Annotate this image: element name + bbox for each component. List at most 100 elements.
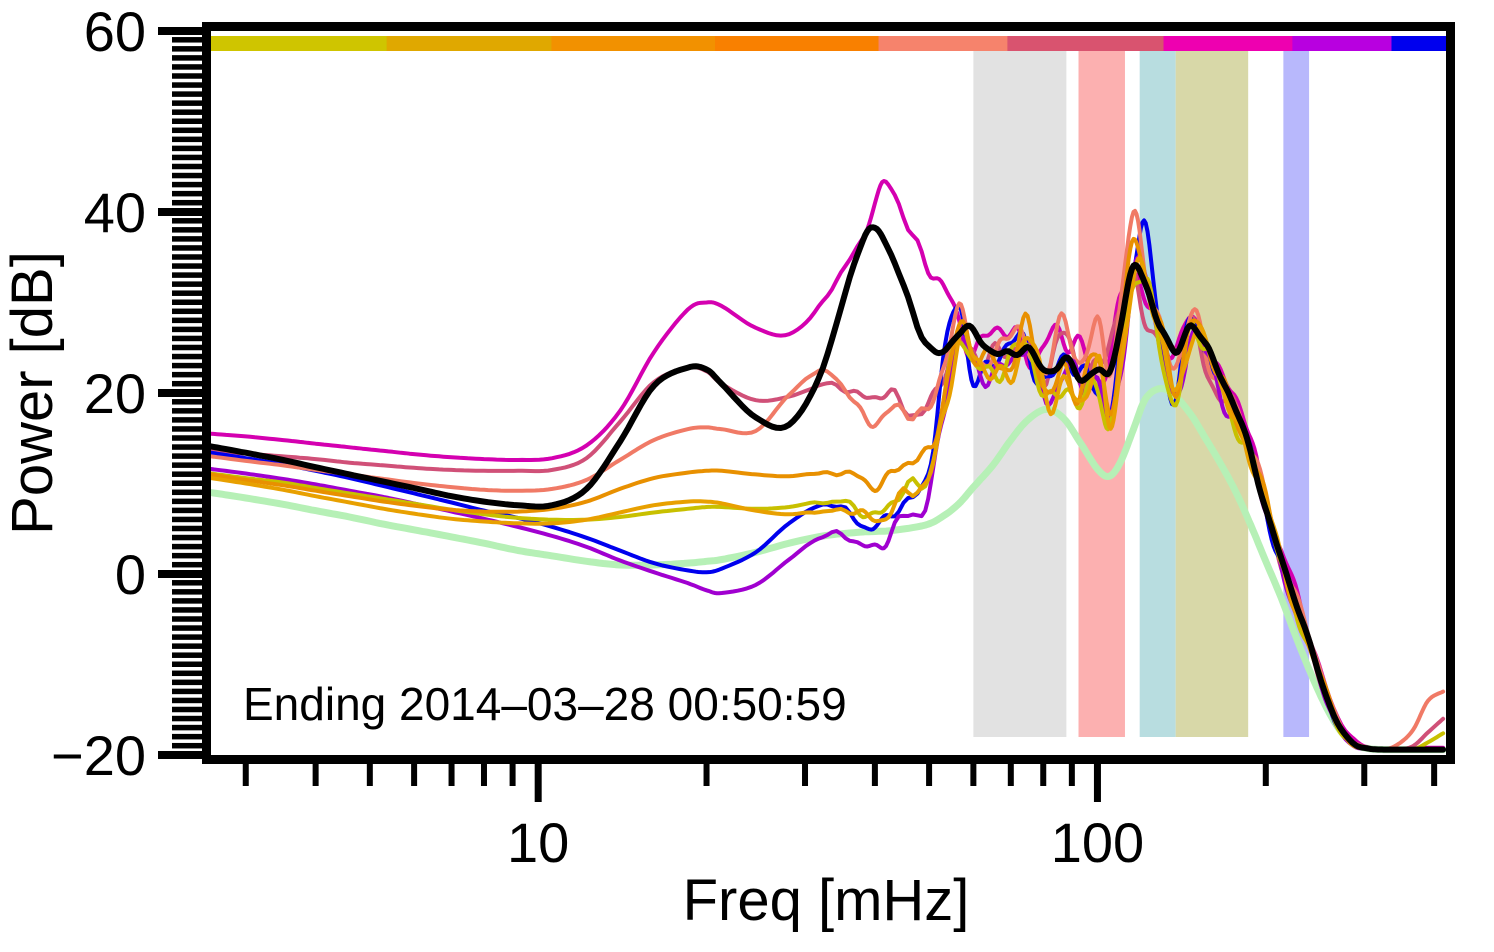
data-curves-group (211, 179, 1446, 754)
y-minor-tick (172, 580, 202, 586)
y-tick-label-20: 20 (84, 362, 146, 425)
y-minor-tick (172, 82, 202, 88)
y-minor-tick (172, 236, 202, 242)
y-minor-tick (172, 73, 202, 79)
y-minor-tick (172, 218, 202, 224)
x-minor-tick-9 (509, 764, 516, 786)
y-minor-tick (172, 344, 202, 351)
y-minor-tick (172, 190, 202, 197)
axis-ticks (158, 27, 1438, 802)
top-colorbar (207, 36, 1447, 51)
y-minor-tick (172, 118, 202, 124)
x-minor-tick-20 (703, 764, 710, 786)
colorbar-segment-0 (207, 36, 388, 51)
x-minor-tick-7 (448, 764, 455, 786)
y-minor-tick (172, 299, 202, 305)
y-minor-tick (172, 399, 202, 405)
y-minor-tick (172, 607, 202, 613)
x-minor-tick-6 (411, 764, 418, 786)
y-minor-tick (172, 670, 202, 677)
x-minor-tick-70 (1007, 764, 1014, 786)
y-minor-tick (172, 390, 202, 396)
colorbar-segment-6 (1163, 36, 1293, 51)
ending-timestamp-annotation: Ending 2014–03–28 00:50:59 (243, 678, 847, 730)
y-minor-tick (172, 245, 202, 251)
y-tick-label--20: −20 (51, 724, 146, 787)
y-minor-tick (172, 100, 202, 106)
y-minor-tick (172, 507, 202, 514)
y-minor-tick (172, 127, 202, 134)
colorbar-segment-7 (1292, 36, 1393, 51)
y-minor-tick (172, 136, 202, 143)
y-minor-tick (172, 317, 202, 324)
y-minor-tick (172, 561, 202, 568)
y-tick-label-40: 40 (84, 181, 146, 244)
y-minor-tick (172, 308, 202, 315)
y-tick-label-60: 60 (84, 0, 146, 63)
x-minor-tick-8 (480, 764, 487, 786)
y-minor-tick (172, 679, 202, 686)
x-minor-tick-80 (1040, 764, 1047, 786)
x-minor-tick-90 (1068, 764, 1075, 786)
y-minor-tick (172, 643, 202, 649)
y-minor-tick (172, 571, 202, 577)
y-minor-tick (172, 109, 202, 115)
colorbar-segment-5 (1007, 36, 1165, 51)
y-minor-tick (172, 625, 202, 631)
y-minor-tick (172, 480, 202, 486)
colorbar-segment-3 (714, 36, 880, 51)
y-minor-tick (172, 706, 202, 713)
frame-right (1446, 22, 1455, 764)
x-minor-tick-300 (1361, 764, 1368, 786)
y-minor-tick (172, 353, 202, 360)
y-minor-tick (172, 552, 202, 559)
y-minor-tick (172, 534, 202, 541)
y-minor-tick (172, 335, 202, 342)
y-minor-tick (172, 37, 202, 43)
y-minor-tick (172, 28, 202, 34)
x-minor-tick-60 (970, 764, 977, 786)
y-minor-tick (172, 154, 202, 161)
x-minor-tick-4 (312, 764, 319, 786)
y-minor-tick (172, 444, 202, 450)
y-minor-tick (172, 543, 202, 550)
y-minor-tick (172, 64, 202, 70)
frame-left (202, 22, 211, 764)
x-minor-tick-30 (802, 764, 809, 786)
axis-tick-labels: 10 100 60 40 20 0 −20 (51, 0, 1144, 874)
y-minor-tick (172, 598, 202, 604)
y-minor-tick (172, 471, 202, 477)
y-minor-tick (172, 752, 202, 758)
curve-light-green (211, 385, 1446, 754)
colorbar-segment-1 (386, 36, 553, 51)
x-axis-label: Freq [mHz] (683, 868, 970, 933)
y-minor-tick (172, 326, 202, 333)
y-minor-tick (172, 371, 202, 378)
y-minor-tick (172, 525, 202, 532)
y-minor-tick (172, 172, 202, 179)
y-minor-tick (172, 697, 202, 704)
y-minor-tick (172, 199, 202, 206)
frame-bottom (202, 755, 1455, 764)
x-tick-label-100: 100 (1051, 811, 1144, 874)
y-minor-tick (172, 462, 202, 468)
y-minor-tick (172, 652, 202, 658)
colorbar-segment-8 (1391, 36, 1447, 51)
y-axis-label: Power [dB] (0, 251, 65, 535)
y-minor-tick (172, 453, 202, 459)
y-minor-tick (172, 91, 202, 97)
y-minor-tick (172, 263, 202, 269)
y-minor-tick (172, 435, 202, 441)
y-minor-tick (172, 181, 202, 188)
y-minor-tick (172, 254, 202, 260)
curve-black-mean (211, 224, 1446, 753)
x-major-tick-10 (534, 764, 542, 802)
x-minor-tick-400 (1431, 764, 1438, 786)
y-minor-tick (172, 408, 202, 414)
y-minor-tick (172, 290, 202, 296)
y-minor-tick (172, 589, 202, 595)
y-minor-tick (172, 417, 202, 423)
y-minor-tick (172, 145, 202, 152)
x-minor-tick-40 (871, 764, 878, 786)
